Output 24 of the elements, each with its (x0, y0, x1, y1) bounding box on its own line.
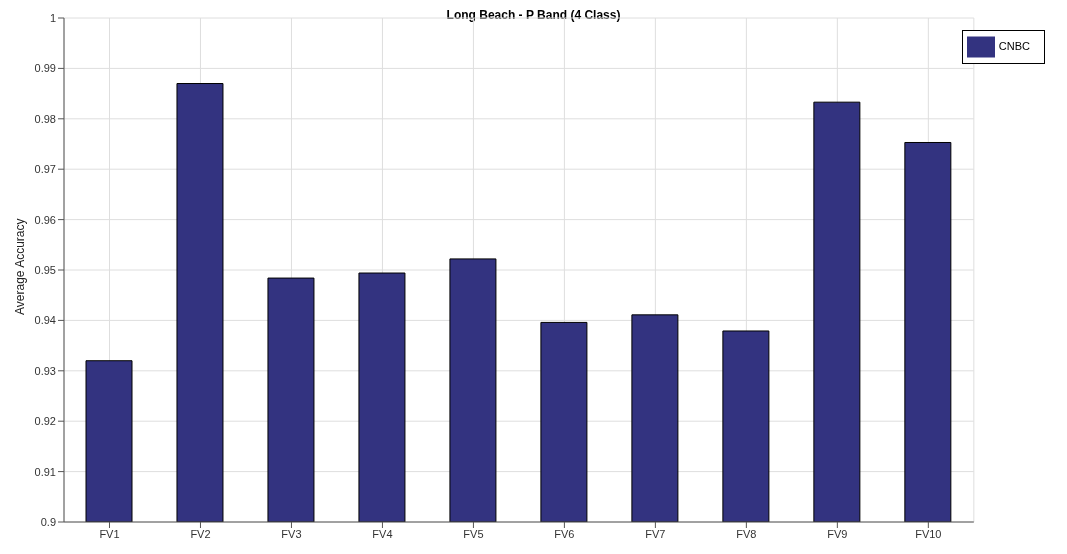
x-tick-label: FV8 (736, 527, 757, 540)
y-tick-label: 0.91 (34, 465, 56, 478)
x-tick-label: FV10 (915, 527, 942, 540)
y-tick-label: 0.93 (34, 364, 56, 377)
y-tick-label: 0.92 (34, 415, 56, 428)
chart-title: Long Beach - P Band (4 Class) (446, 8, 621, 22)
x-tick-label: FV5 (463, 527, 484, 540)
y-tick-label: 0.94 (34, 314, 56, 327)
y-tick-label: 0.97 (34, 163, 56, 176)
y-tick-label: 0.99 (34, 62, 56, 75)
y-tick-label: 0.9 (40, 515, 56, 528)
x-tick-label: FV7 (645, 527, 666, 540)
x-tick-label: FV1 (99, 527, 120, 540)
y-tick-label: 0.96 (34, 213, 56, 226)
x-tick-label: FV6 (554, 527, 575, 540)
y-tick-label: 0.98 (34, 112, 56, 125)
x-tick-label: FV2 (190, 527, 211, 540)
x-tick-label: FV9 (827, 527, 848, 540)
y-axis-title: Average Accuracy (13, 218, 28, 315)
y-tick-label: 0.95 (34, 263, 56, 276)
y-tick-label: 1 (49, 11, 56, 24)
x-tick-label: FV3 (281, 527, 302, 540)
x-tick-label: FV4 (372, 527, 393, 540)
legend-label: CNBC (998, 39, 1030, 52)
